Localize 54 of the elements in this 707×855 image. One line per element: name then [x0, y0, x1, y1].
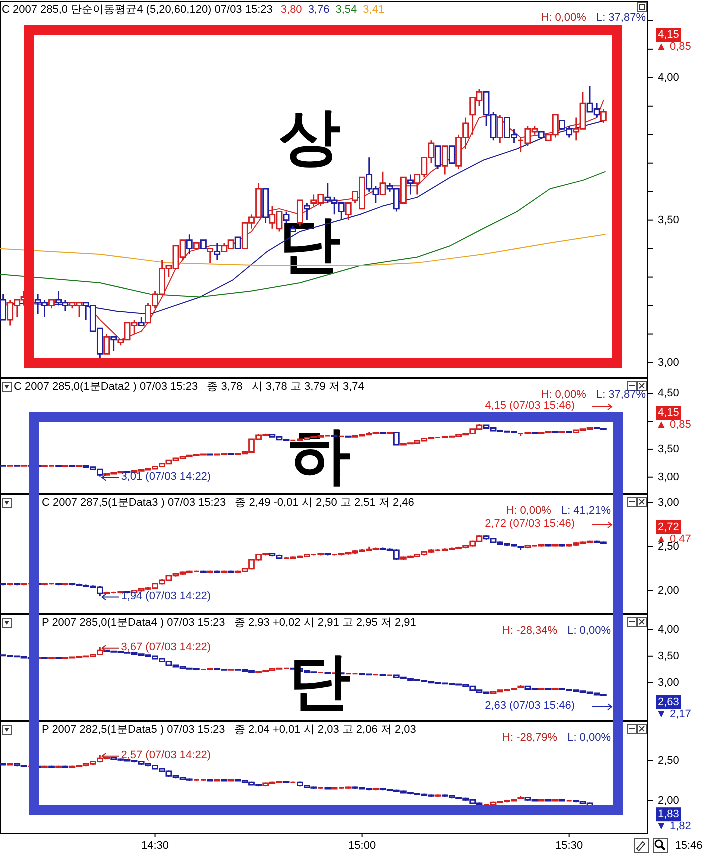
chart-title: P 2007 282,5(1분Data5 ) 07/03 15:23 종 2,04 +0,01 시 2,03 고 2,06 저 2,03: [42, 724, 416, 736]
y-tick-label: 3,00: [658, 676, 680, 689]
annotation: L: 0,00%: [568, 732, 612, 744]
annotation: 2,57 (07/03 14:22): [121, 749, 212, 762]
annotation: 하: [289, 422, 351, 490]
chart-title: P 2007 285,0(1분Data4 ) 07/03 15:23 종 2,93 +0,02 시 2,91 고 2,95 저 2,91: [42, 617, 416, 629]
annotation: 3,01 (07/03 14:22): [121, 470, 212, 483]
y-tick-label: 4,15: [658, 407, 680, 420]
annotation: L: 0,00%: [568, 625, 612, 637]
x-tick-label: 15:30: [556, 840, 584, 852]
annotation: L: 41,21%: [561, 505, 612, 517]
text: 3,80: [280, 4, 302, 16]
text: 3,41: [363, 4, 385, 16]
x-tick-label: 14:30: [142, 840, 170, 852]
text: ▼ 1,82: [656, 820, 692, 833]
annotation: 3,67 (07/03 14:22): [121, 641, 212, 654]
text: ▼ 2,17: [656, 708, 692, 721]
annotation: 상단: [279, 102, 341, 280]
annotation: H: 0,00%: [541, 12, 587, 24]
x-tick-label: 15:00: [348, 840, 376, 852]
text: 3,76: [308, 4, 330, 16]
chart-title: C 2007 287,5(1분Data3 ) 07/03 15:23 종 2,49 -0,01 시 2,50 고 2,51 저 2,46: [42, 497, 414, 509]
annotation: L: 37,87%: [596, 389, 646, 401]
annotation: L: 37,87%: [596, 12, 646, 24]
chart-title: C 2007 285,0(1분Data2 ) 07/03 15:23 종 3,78 시 3,78 고 3,79 저 3,74: [14, 381, 364, 393]
y-tick-label: 3,50: [658, 650, 680, 662]
y-tick-label: 2,50: [658, 755, 680, 767]
text: ▲ 0,85: [656, 419, 692, 432]
y-tick-label: 3,50: [658, 443, 680, 456]
text: ▲ 0,85: [656, 41, 692, 54]
annotation: H: 0,00%: [506, 505, 552, 517]
annotation: 2,63 (07/03 15:46): [485, 700, 575, 712]
text: 3,54: [336, 4, 358, 16]
chart-title: C 2007 285,0 단순이동평균4 (5,20,60,120) 07/03 15:23: [2, 4, 273, 16]
y-tick-label: 2,63: [658, 696, 680, 709]
text: 15:46: [675, 840, 703, 852]
annotation: H: -28,79%: [502, 732, 558, 744]
y-tick-label: 2,00: [658, 584, 680, 597]
annotation: H: 0,00%: [541, 389, 587, 401]
annotation: 2,72 (07/03 15:46): [485, 518, 575, 530]
y-tick-label: 4,15: [658, 29, 680, 42]
y-tick-label: 3,00: [658, 471, 680, 484]
y-tick-label: 2,00: [658, 795, 680, 807]
y-tick-label: 4,00: [658, 72, 680, 84]
y-tick-label: 2,72: [658, 521, 680, 534]
y-tick-label: 4,00: [658, 624, 680, 636]
y-tick-label: 3,00: [658, 496, 680, 509]
y-tick-label: 3,50: [658, 214, 680, 226]
y-tick-label: 4,50: [658, 388, 680, 400]
y-tick-label: 3,00: [658, 356, 680, 369]
annotation: 4,15 (07/03 15:46): [485, 400, 575, 412]
annotation: H: -28,34%: [502, 625, 558, 637]
y-tick-label: 1,83: [658, 808, 680, 821]
annotation: 1,94 (07/03 14:22): [121, 590, 212, 602]
